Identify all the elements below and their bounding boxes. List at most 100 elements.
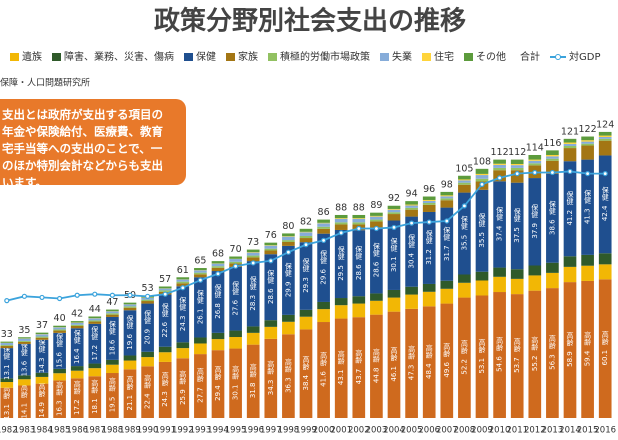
bar-segment [334, 218, 348, 219]
bar-segment [352, 214, 366, 219]
bar-segment [387, 214, 401, 221]
bar-segment [546, 156, 559, 159]
bar-segment [440, 191, 454, 196]
x-tick-label: 1986 [66, 426, 88, 436]
total-label: 122 [579, 124, 597, 135]
total-label: 88 [335, 202, 347, 213]
bar-segment [475, 189, 489, 272]
bar-segment [563, 145, 577, 149]
bar-segment [334, 218, 348, 223]
bar-segment [598, 136, 612, 139]
bar-segment [581, 145, 594, 160]
bar-segment [352, 230, 366, 297]
x-tick-label: 1997 [260, 426, 282, 436]
bar-segment [299, 238, 313, 243]
segment-value: 37.5 [513, 227, 521, 243]
total-label: 94 [406, 189, 418, 200]
segment-name: 高齢 [56, 380, 64, 396]
bar-segment [53, 368, 66, 374]
bar-segment [229, 261, 242, 264]
bar-segment [598, 264, 612, 280]
segment-name: 高齢 [302, 355, 310, 371]
bar-segment [598, 140, 612, 156]
x-tick-label: 1990 [137, 426, 159, 436]
bar-segment [158, 286, 172, 289]
segment-value: 56.3 [548, 354, 556, 370]
bar-segment [106, 359, 119, 365]
bar-segment [317, 301, 330, 310]
bar-segment [334, 229, 348, 299]
total-label: 40 [54, 313, 66, 324]
total-label: 112 [491, 147, 509, 158]
bar-segment [194, 270, 207, 273]
segment-value: 54.6 [496, 356, 504, 372]
bar-segment [493, 267, 506, 277]
bar-segment [158, 346, 172, 353]
bar-segment [440, 195, 454, 197]
bar-segment [387, 208, 401, 210]
bar-segment [264, 320, 278, 327]
bar-segment [246, 252, 260, 256]
segment-value: 36.3 [284, 377, 292, 393]
bar-segment [387, 311, 401, 418]
bar-segment [405, 209, 418, 217]
segment-name: 高齢 [478, 338, 486, 354]
segment-value: 43.7 [355, 369, 363, 385]
source: 保障・人口問題研究所 [0, 77, 90, 89]
line-point [321, 237, 327, 243]
bar-segment [422, 202, 436, 205]
bar-segment [440, 288, 454, 304]
total-label: 86 [318, 207, 330, 218]
bar-segment [475, 295, 489, 418]
bar-segment [35, 337, 49, 340]
segment-value: 28.6 [372, 261, 380, 277]
line-point [127, 292, 133, 298]
bar-segment [158, 288, 172, 291]
bar-segment [0, 348, 14, 379]
segment-value: 25.9 [179, 389, 187, 405]
bar-segment [246, 332, 260, 345]
total-label: 73 [247, 237, 259, 248]
bar-segment [35, 376, 49, 384]
bar-segment [194, 277, 207, 338]
segment-name: 保健 [443, 225, 451, 241]
bar-segment [598, 135, 612, 137]
bar-segment [493, 164, 506, 168]
segment-name: 高齢 [496, 336, 504, 352]
plot: 高齢 13.1 保健 13.1 33 1982 高齢 14.1 保健 13.6 35 1983 高齢 14… [0, 119, 616, 435]
bar-segment [440, 207, 454, 281]
segment-name: 高齢 [584, 331, 592, 347]
segment-value: 59.4 [584, 350, 592, 366]
legend-label: 失業 [392, 50, 412, 63]
segment-name: 高齢 [355, 349, 363, 365]
segment-name: 高齢 [601, 330, 609, 346]
segment-value: 22.6 [161, 321, 169, 337]
bar-segment [370, 300, 383, 315]
bar-segment [528, 154, 542, 160]
bar-segment [493, 276, 506, 293]
segment-name: 保健 [320, 249, 328, 265]
segment-name: 保健 [460, 215, 468, 231]
line-point [461, 203, 467, 209]
bar-segment [141, 303, 154, 352]
bar-segment [581, 159, 594, 255]
segment-value: 14.1 [20, 403, 28, 419]
bar-segment [53, 325, 66, 328]
bar-segment [158, 290, 172, 292]
legend-label: 対GDP [569, 50, 600, 63]
segment-name: 高齢 [232, 364, 240, 380]
bar-segment [387, 212, 401, 215]
x-tick-label: 2012 [524, 426, 546, 436]
note-line: のほか特別会計などからも支出 [2, 159, 163, 173]
line-point [39, 294, 45, 301]
bar-segment [387, 289, 401, 298]
bar-segment [546, 288, 559, 418]
segment-value: 37.4 [496, 225, 504, 241]
segment-value: 24.3 [161, 391, 169, 407]
bar-segment [0, 346, 14, 349]
segment-name: 保健 [284, 262, 292, 278]
bar-segment [35, 336, 49, 338]
segment-name: 高齢 [425, 343, 433, 359]
bar-segment [18, 338, 31, 341]
x-tick-label: 2013 [542, 426, 564, 436]
